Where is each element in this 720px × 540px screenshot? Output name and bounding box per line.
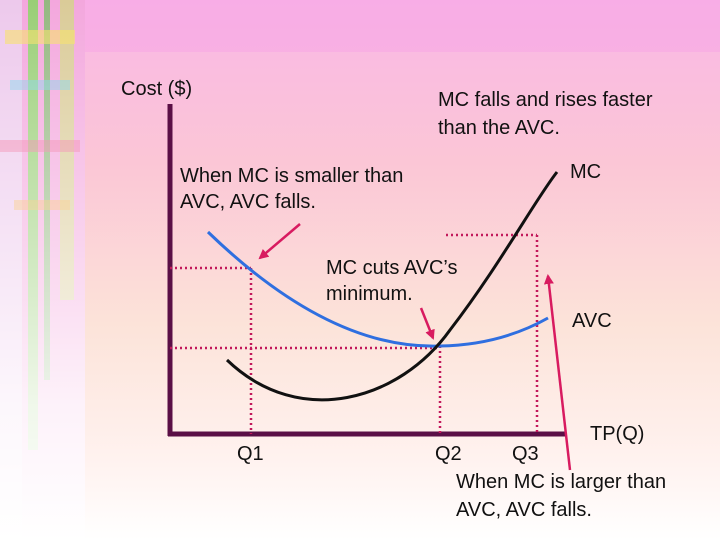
x-axis-label: TP(Q) [590,423,645,445]
series-label-avc: AVC [572,310,612,332]
mc-curve [225,171,559,402]
avc-curve [206,230,549,348]
annotation-mc-cuts-min: MC cuts AVC’s minimum. [326,257,458,305]
y-axis-label: Cost ($) [121,78,193,100]
x-marker-q2: Q2 [435,443,462,465]
arrow-avc-falls [258,223,301,260]
annotation-mc-larger: When MC is larger than AVC, AVC falls. [456,471,667,521]
x-marker-q1: Q1 [237,443,264,465]
x-marker-q3: Q3 [512,443,539,465]
annotation-mc-rises-faster: MC falls and rises faster than the AVC. [438,89,653,139]
arrow-minimum [419,307,435,340]
arrow-mc-larger [543,274,572,471]
series-label-mc: MC [570,161,602,183]
annotation-mc-smaller: When MC is smaller than AVC, AVC falls. [180,165,404,213]
